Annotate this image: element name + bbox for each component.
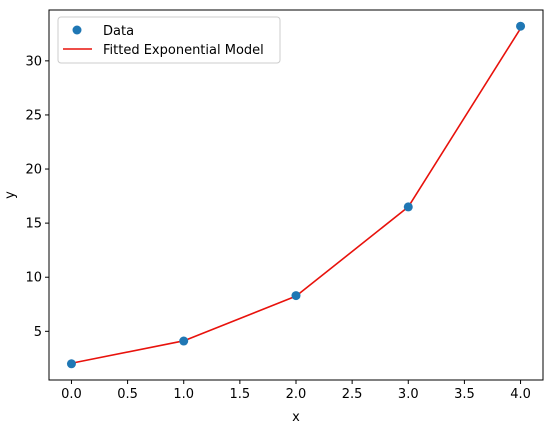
legend-marker-data xyxy=(72,25,82,35)
x-axis: 0.0 0.5 1.0 1.5 2.0 2.5 3.0 3.5 4.0 xyxy=(61,380,531,402)
y-tick-label: 20 xyxy=(25,163,42,178)
x-tick-label: 2.5 xyxy=(342,387,363,402)
plot-area xyxy=(66,21,526,369)
fitted-model-line xyxy=(71,27,522,365)
data-point xyxy=(291,291,301,301)
y-axis: 5 10 15 20 25 30 xyxy=(25,54,49,340)
x-tick-label: 0.0 xyxy=(61,387,82,402)
legend-box xyxy=(57,16,281,64)
x-tick-label: 1.5 xyxy=(230,387,251,402)
x-tick-label: 2.0 xyxy=(286,387,307,402)
data-point xyxy=(403,202,413,212)
y-axis-label: y xyxy=(3,191,18,199)
axes-frame xyxy=(48,9,544,381)
legend-label-fitted-model: Fitted Exponential Model xyxy=(103,43,264,58)
x-axis-label: x xyxy=(292,410,300,425)
x-tick-label: 4.0 xyxy=(510,387,531,402)
x-tick-label: 3.5 xyxy=(454,387,475,402)
y-tick-label: 25 xyxy=(25,108,42,123)
x-tick-label: 0.5 xyxy=(117,387,138,402)
y-tick-label: 10 xyxy=(25,271,42,286)
legend-label-data: Data xyxy=(103,24,134,39)
data-point xyxy=(179,336,189,346)
legend: Data Fitted Exponential Model xyxy=(57,16,281,64)
x-tick-label: 3.0 xyxy=(398,387,419,402)
y-tick-label: 15 xyxy=(25,217,42,232)
x-tick-label: 1.0 xyxy=(173,387,194,402)
y-tick-label: 30 xyxy=(25,54,42,69)
y-tick-label: 5 xyxy=(34,325,42,340)
data-point xyxy=(66,359,76,369)
data-point xyxy=(516,21,526,31)
